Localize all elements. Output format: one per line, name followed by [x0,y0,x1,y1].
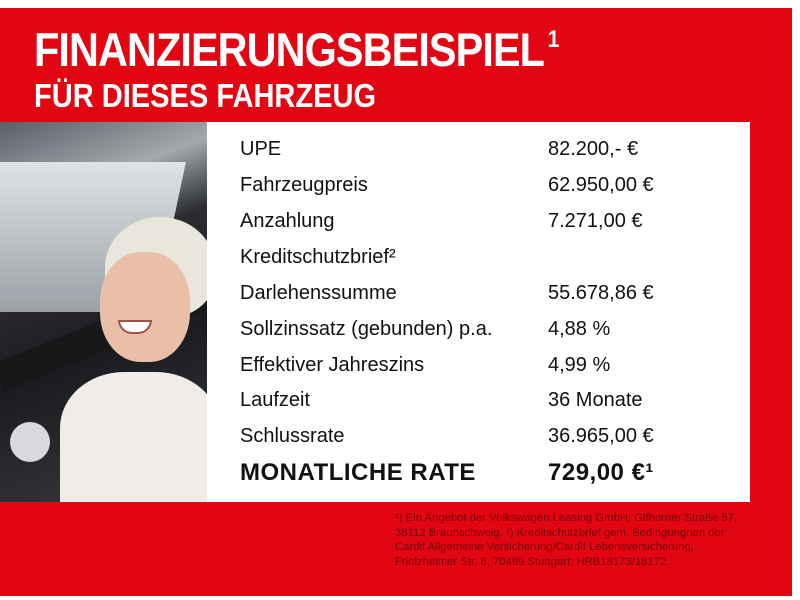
woman-in-car-photo [0,122,207,502]
table-row: Anzahlung 7.271,00 € [240,210,643,232]
table-row: UPE 82.200,- € [240,138,639,160]
table-row: Effektiver Jahreszins 4,99 % [240,354,611,376]
table-row: Fahrzeugpreis 62.950,00 € [240,174,654,196]
footnote-marker: 1 [547,26,560,53]
table-row: Schlussrate 36.965,00 € [240,425,654,447]
table-row: Laufzeit 36 Monate [240,389,643,411]
page-subtitle: FÜR DIESES FAHRZEUG [34,77,377,114]
financing-table: UPE 82.200,- € Fahrzeugpreis 62.950,00 € A… [207,122,750,502]
table-row: Sollzinssatz (gebunden) p.a. 4,88 % [240,318,611,340]
monthly-rate-row: MONATLICHE RATE 729,00 €¹ [240,459,654,486]
page-title: FINANZIERUNGSBEISPIEL 1 [34,23,560,76]
table-row: Darlehenssumme 55.678,86 € [240,282,654,304]
table-row: Kreditschutzbrief² [240,246,396,268]
footnote: ¹) Ein Angebot der Volkswagen Leasing Gm… [395,512,738,568]
